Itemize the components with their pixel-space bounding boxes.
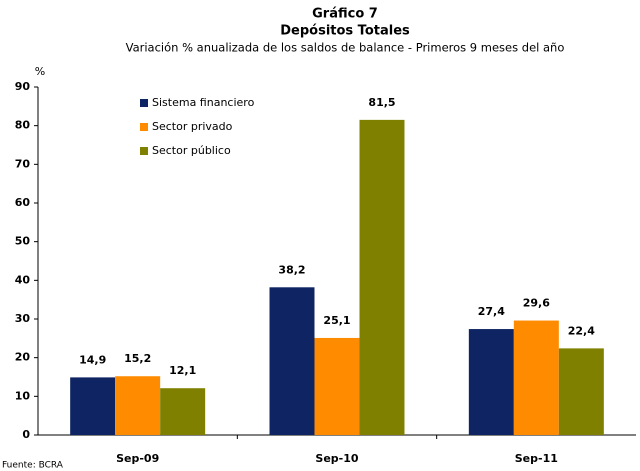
bar [160,388,206,435]
bar [314,337,360,435]
bar [70,377,116,435]
chart-subtitle: Depósitos Totales [280,24,410,39]
bar [513,320,559,435]
y-tick-label: 30 [15,312,31,325]
bar [359,119,405,435]
value-label: 15,2 [124,352,151,365]
bar [115,376,161,435]
value-label: 81,5 [368,96,395,109]
y-tick-label: 80 [15,119,31,132]
x-tick-label: Sep-09 [116,452,159,465]
y-tick-label: 60 [15,196,31,209]
legend-swatch [140,99,148,107]
chart-title: Gráfico 7 [312,7,378,22]
chart-description: Variación % anualizada de los saldos de … [126,41,565,55]
y-tick-label: 10 [15,389,31,402]
y-tick-label: 70 [15,157,31,170]
value-label: 27,4 [478,305,505,318]
legend-swatch [140,123,148,131]
value-label: 25,1 [323,314,350,327]
bar [269,287,315,435]
bar [558,348,604,435]
y-tick-label: 90 [15,80,31,93]
value-label: 22,4 [568,324,595,337]
legend-label: Sector privado [152,120,233,133]
y-tick-label: 20 [15,351,31,364]
y-tick-label: 0 [22,428,30,441]
legend-label: Sistema financiero [152,96,255,109]
x-tick-label: Sep-10 [315,452,358,465]
value-label: 12,1 [169,364,196,377]
y-tick-label: 50 [15,235,31,248]
legend-label: Sector público [152,144,231,157]
source: Fuente: BCRA [2,461,64,471]
value-label: 38,2 [278,263,305,276]
x-tick-label: Sep-11 [515,452,558,465]
y-axis-label: % [35,65,45,78]
y-tick-label: 40 [15,273,31,286]
legend-swatch [140,147,148,155]
value-label: 14,9 [79,353,106,366]
value-label: 29,6 [523,297,550,310]
bar [468,329,514,435]
